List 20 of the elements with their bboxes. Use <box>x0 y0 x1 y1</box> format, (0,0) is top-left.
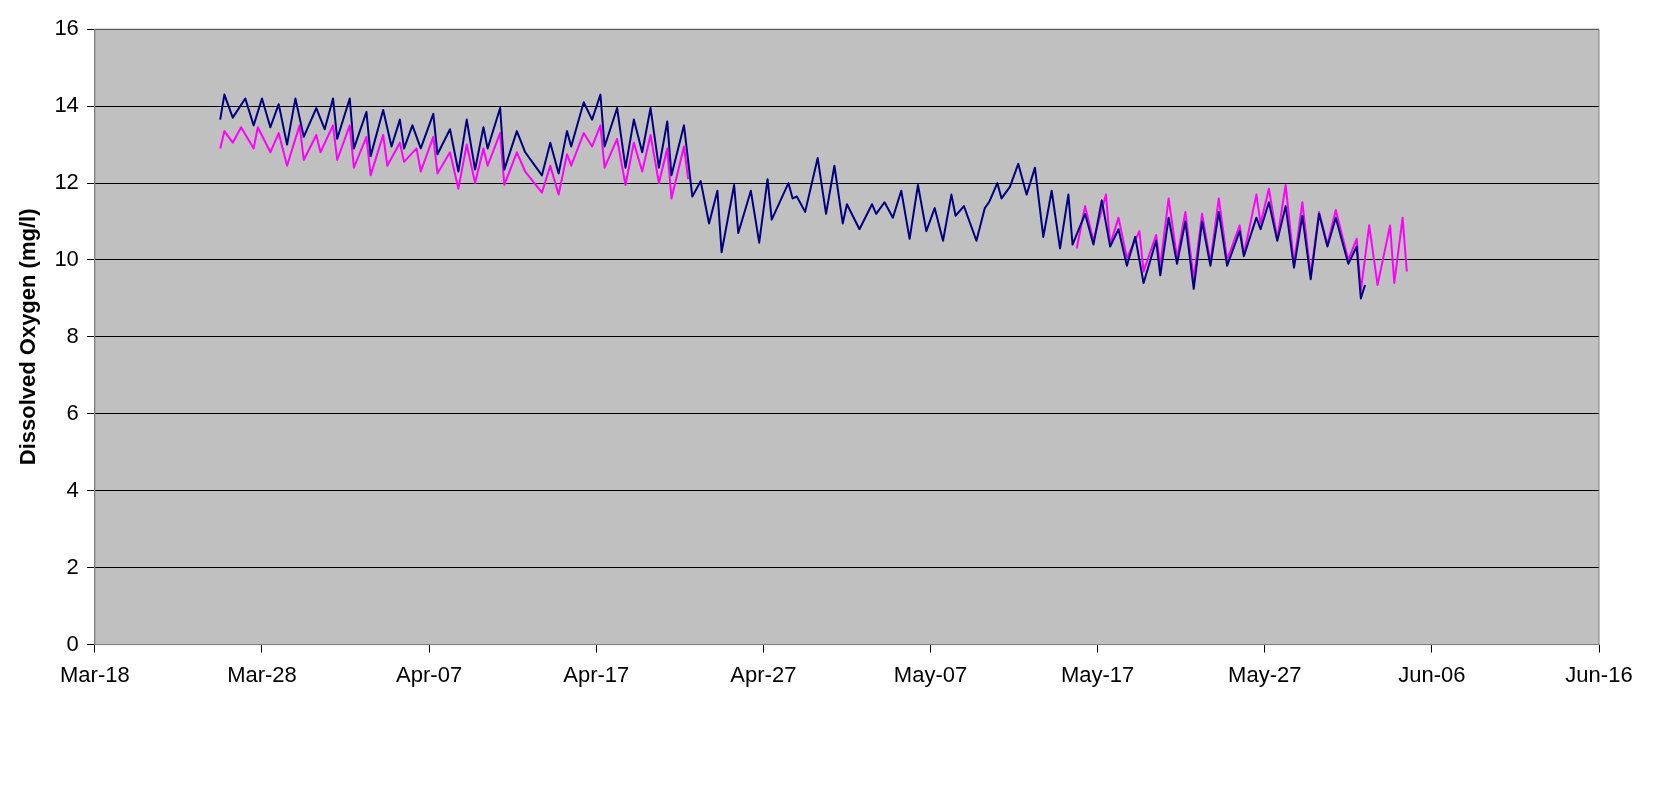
y-tick-label: 10 <box>54 246 79 272</box>
x-tick-label: May-27 <box>1228 661 1302 687</box>
y-tick-label: 6 <box>66 399 79 425</box>
y-tick-label: 8 <box>66 322 79 348</box>
y-tick-label: 2 <box>66 553 79 579</box>
x-tick-label: Mar-18 <box>60 661 130 687</box>
y-tick-label: 4 <box>66 476 79 502</box>
x-tick-label: May-07 <box>893 661 968 687</box>
y-tick-label: 12 <box>54 169 79 195</box>
y-axis-title: Dissolved Oxygen (mg/l) <box>15 208 41 466</box>
x-tick-label: Jun-06 <box>1398 661 1466 687</box>
x-tick-label: Apr-27 <box>730 661 797 687</box>
y-tick-label: 16 <box>54 15 79 41</box>
y-tick-label: 0 <box>66 630 79 656</box>
x-tick-label: Apr-07 <box>396 661 463 687</box>
x-tick-label: Jun-16 <box>1565 661 1633 687</box>
y-tick-label: 14 <box>54 92 79 118</box>
x-tick-label: May-17 <box>1060 661 1135 687</box>
x-tick-label: Apr-17 <box>563 661 630 687</box>
x-tick-label: Mar-28 <box>227 661 297 687</box>
